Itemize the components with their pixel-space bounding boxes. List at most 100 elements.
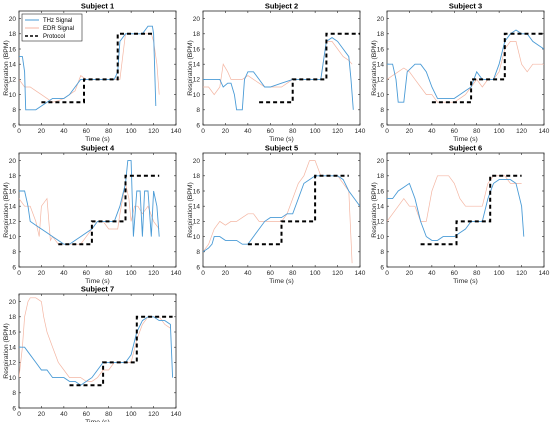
y-tick-label: 14 [9, 204, 17, 211]
x-tick-label: 0 [17, 411, 21, 418]
x-tick-label: 20 [406, 128, 414, 135]
y-tick-label: 20 [9, 299, 17, 306]
series-line-protocol [420, 174, 522, 246]
x-tick-label: 140 [171, 411, 182, 418]
x-axis-label: Time (s) [453, 278, 478, 285]
y-tick-label: 10 [377, 234, 385, 241]
x-tick-label: 60 [83, 128, 91, 135]
x-axis-label: Time (s) [269, 278, 294, 285]
x-tick-label: 120 [332, 270, 343, 277]
y-tick-label: 14 [9, 345, 17, 352]
y-tick-label: 16 [193, 188, 201, 195]
x-tick-label: 100 [126, 270, 137, 277]
x-tick-label: 40 [60, 270, 68, 277]
axes-box [202, 10, 361, 126]
series-group [387, 29, 544, 104]
x-tick-label: 140 [355, 128, 366, 135]
y-tick-label: 16 [9, 329, 17, 336]
x-tick-label: 80 [473, 128, 481, 135]
series-line-thz-signal [203, 175, 360, 253]
chart-title: Subject 7 [81, 285, 114, 294]
x-tick-label: 0 [201, 270, 205, 277]
x-tick-label: 0 [385, 128, 389, 135]
x-tick-label: 60 [451, 270, 459, 277]
x-tick-label: 40 [244, 128, 252, 135]
x-axis-label: Time (s) [269, 136, 294, 143]
subplot-7: 0 20 40 60 80 100 120 140 6 8 10 12 14 16 18 20 Subject … [3, 285, 182, 422]
series-group [387, 174, 525, 246]
series-line-protocol [69, 315, 173, 387]
y-tick-label: 12 [9, 77, 17, 84]
series-group [19, 160, 160, 246]
y-tick-label: 10 [193, 92, 201, 99]
y-tick-label: 10 [9, 92, 17, 99]
axes-box [386, 10, 545, 126]
y-tick-label: 18 [377, 31, 385, 38]
x-tick-label: 40 [428, 270, 436, 277]
axes-box [202, 152, 361, 268]
series-line-thz-signal [203, 37, 354, 111]
x-tick-label: 80 [105, 411, 113, 418]
y-axis-label: Respiration (BPM) [371, 182, 378, 238]
y-tick-label: 12 [9, 219, 17, 226]
x-tick-label: 80 [289, 128, 297, 135]
series-line-protocol [259, 32, 360, 104]
subplot-6: 0 20 40 60 80 100 120 140 6 8 10 12 14 16 18 20 Subject … [371, 144, 550, 286]
x-tick-label: 140 [171, 128, 182, 135]
x-tick-label: 120 [332, 128, 343, 135]
y-tick-label: 8 [380, 107, 384, 114]
series-line-protocol [431, 32, 544, 104]
x-tick-label: 0 [17, 270, 21, 277]
x-axis-label: Time (s) [85, 136, 110, 143]
x-tick-label: 120 [516, 270, 527, 277]
x-tick-label: 100 [494, 128, 505, 135]
series-group [19, 297, 174, 387]
series-group [203, 32, 360, 111]
series-line-thz-signal [387, 29, 544, 103]
x-tick-label: 140 [171, 270, 182, 277]
y-tick-label: 6 [196, 122, 200, 129]
x-tick-label: 80 [473, 270, 481, 277]
x-tick-label: 20 [38, 270, 46, 277]
subplot-2: 0 20 40 60 80 100 120 140 6 8 10 12 14 16 18 20 Subject … [187, 2, 366, 144]
y-tick-label: 14 [193, 62, 201, 69]
x-tick-label: 120 [148, 128, 159, 135]
x-tick-label: 60 [267, 128, 275, 135]
y-tick-label: 16 [377, 188, 385, 195]
x-tick-label: 0 [385, 270, 389, 277]
y-tick-label: 16 [9, 188, 17, 195]
y-tick-label: 20 [193, 158, 201, 165]
y-tick-label: 16 [9, 46, 17, 53]
y-tick-label: 12 [193, 77, 201, 84]
series-line-protocol [41, 32, 154, 104]
axes-box [386, 152, 545, 268]
x-tick-label: 40 [244, 270, 252, 277]
y-tick-label: 20 [193, 16, 201, 23]
subplot-3: 0 20 40 60 80 100 120 140 6 8 10 12 14 16 18 20 Subject … [371, 2, 550, 144]
y-tick-label: 14 [377, 62, 385, 69]
y-axis-label: Respiration (BPM) [3, 182, 10, 238]
y-tick-label: 18 [193, 173, 201, 180]
legend-label: EDR Signal [43, 26, 74, 32]
y-tick-label: 6 [196, 264, 200, 271]
x-tick-label: 40 [60, 411, 68, 418]
x-tick-label: 120 [148, 411, 159, 418]
x-tick-label: 20 [38, 128, 46, 135]
x-tick-label: 100 [126, 128, 137, 135]
legend: THz Signal EDR Signal Protocol [21, 13, 83, 42]
legend-label: Protocol [43, 34, 65, 40]
chart-title: Subject 3 [449, 2, 482, 11]
y-tick-label: 20 [377, 16, 385, 23]
x-tick-label: 20 [38, 411, 46, 418]
x-tick-label: 80 [105, 128, 113, 135]
y-tick-label: 12 [377, 77, 385, 84]
y-axis-label: Respiration (BPM) [187, 182, 194, 238]
x-tick-label: 80 [105, 270, 113, 277]
y-tick-label: 14 [9, 62, 17, 69]
x-tick-label: 20 [222, 270, 230, 277]
series-line-protocol [58, 174, 160, 246]
y-tick-label: 12 [193, 219, 201, 226]
x-tick-label: 60 [451, 128, 459, 135]
y-tick-label: 18 [9, 173, 17, 180]
